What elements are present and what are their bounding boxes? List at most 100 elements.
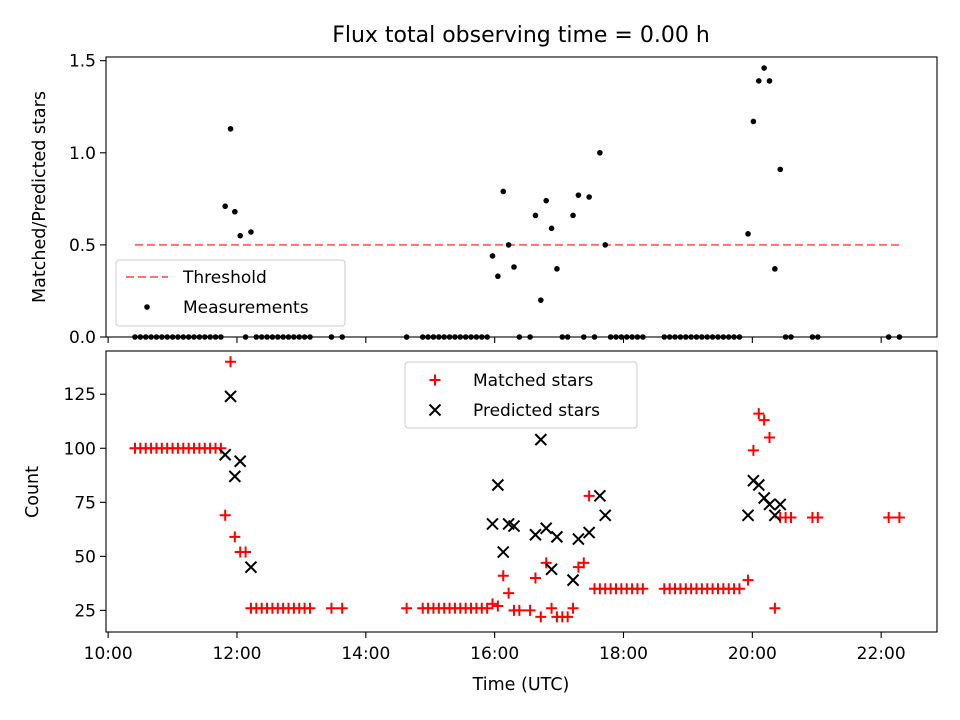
measurement-point <box>766 78 773 84</box>
measurement-point <box>532 212 539 219</box>
predicted-star-point <box>763 498 776 511</box>
legend-threshold-label: Threshold <box>182 268 267 288</box>
measurement-point <box>575 192 582 198</box>
counts-layer <box>129 356 905 623</box>
predicted-star-point <box>593 489 607 503</box>
predicted-star-point <box>566 573 580 587</box>
predicted-star-point <box>550 530 564 544</box>
bottom-x-tick-label: 20:00 <box>728 644 777 664</box>
top-y-tick-label: 1.0 <box>69 144 96 164</box>
matched-star-point <box>240 546 252 558</box>
measurement-point <box>543 197 549 204</box>
bottom-x-axis: 10:00 12:00 14:00 16:00 18:00 20:00 22:00 <box>84 632 906 664</box>
top-x-ticks <box>107 337 882 343</box>
measurement-point <box>248 229 254 235</box>
matched-star-point <box>742 574 754 586</box>
predicted-star-point <box>599 509 612 522</box>
top-legend: Threshold Measurements <box>115 259 346 327</box>
matched-star-point <box>401 602 413 614</box>
measurement-point <box>489 253 496 259</box>
bottom-y-tick-label: 125 <box>64 385 96 405</box>
bottom-y-label: Count <box>23 466 43 518</box>
matched-star-point <box>758 414 770 426</box>
matched-star-point <box>215 442 227 454</box>
bottom-legend-box <box>404 361 638 429</box>
matched-star-point <box>785 511 797 523</box>
measurement-point <box>505 242 512 248</box>
matched-star-point <box>513 604 525 616</box>
matched-star-point <box>637 583 649 595</box>
legend-measurement-label: Measurements <box>183 298 309 318</box>
predicted-star-point <box>752 478 765 492</box>
measurement-point <box>232 208 238 215</box>
measurement-point <box>548 225 555 232</box>
bottom-axes-frame <box>105 350 938 633</box>
matched-star-point <box>325 602 337 614</box>
matched-star-point <box>229 531 241 543</box>
bottom-x-tick-label: 18:00 <box>599 644 648 664</box>
top-y-label: Matched/Predicted stars <box>30 91 50 303</box>
measurement-point <box>745 231 751 237</box>
matched-star-point <box>497 570 509 582</box>
top-y-tick-label: 0.5 <box>69 236 96 256</box>
matched-star-point <box>487 598 499 610</box>
measurement-point <box>495 273 501 280</box>
matched-star-point <box>225 356 237 368</box>
bottom-x-tick-label: 14:00 <box>341 644 390 664</box>
measurement-point <box>772 266 778 272</box>
matched-star-point <box>219 509 231 521</box>
bottom-x-tick-label: 22:00 <box>857 644 906 664</box>
legend-matched-swatch <box>429 374 441 386</box>
measurement-point <box>500 188 507 195</box>
measurement-point <box>755 78 762 84</box>
bottom-y-tick-label: 50 <box>74 547 96 567</box>
x-axis-label: Time (UTC) <box>472 675 570 695</box>
predicted-star-point <box>529 528 542 541</box>
measurement-point <box>750 118 757 125</box>
measurement-point <box>538 297 544 303</box>
bottom-y-tick-label: 100 <box>64 439 96 459</box>
bottom-x-tick-label: 10:00 <box>84 644 133 664</box>
top-y-tick-label: 1.5 <box>69 52 96 72</box>
predicted-star-point <box>491 478 505 492</box>
predicted-star-point <box>582 526 596 539</box>
matched-star-point <box>764 431 776 443</box>
bottom-y-axis: 25 50 75 100 125 <box>64 385 106 621</box>
matched-star-point <box>529 572 541 584</box>
bottom-x-tick-label: 12:00 <box>212 644 261 664</box>
legend-predicted-label: Predicted stars <box>473 401 600 421</box>
predicted-star-point <box>768 509 782 522</box>
predicted-star-point <box>572 532 585 546</box>
matched-star-point <box>747 444 759 456</box>
predicted-star-point <box>497 545 510 559</box>
legend-predicted-swatch <box>428 403 442 417</box>
matched-star-point <box>492 600 504 612</box>
predicted-star-point <box>218 448 232 461</box>
matched-star-point <box>583 490 595 502</box>
measurement-point <box>237 232 244 239</box>
bottom-legend: Matched stars Predicted stars <box>404 361 638 429</box>
matched-star-point <box>812 511 824 523</box>
matched-star-point <box>578 557 590 569</box>
measurement-point <box>586 194 592 200</box>
matched-star-point <box>336 602 348 614</box>
matched-star-point <box>567 602 579 614</box>
measurement-point <box>227 126 234 132</box>
top-axes-frame <box>105 56 938 338</box>
predicted-star-point <box>534 433 548 446</box>
predicted-star-point <box>741 509 755 522</box>
matched-star-point <box>893 511 905 523</box>
matched-star-point <box>535 611 547 623</box>
matched-star-point <box>546 602 558 614</box>
predicted-star-point <box>224 390 237 403</box>
top-legend-box <box>115 259 346 327</box>
matched-star-point <box>883 511 895 523</box>
matched-star-point <box>753 408 765 420</box>
predicted-star-point <box>244 560 258 574</box>
bottom-y-tick-label: 75 <box>74 493 96 513</box>
measurement-point <box>222 203 228 210</box>
predicted-star-point <box>545 563 558 576</box>
predicted-star-point <box>228 470 242 483</box>
bottom-y-tick-label: 25 <box>74 601 96 621</box>
